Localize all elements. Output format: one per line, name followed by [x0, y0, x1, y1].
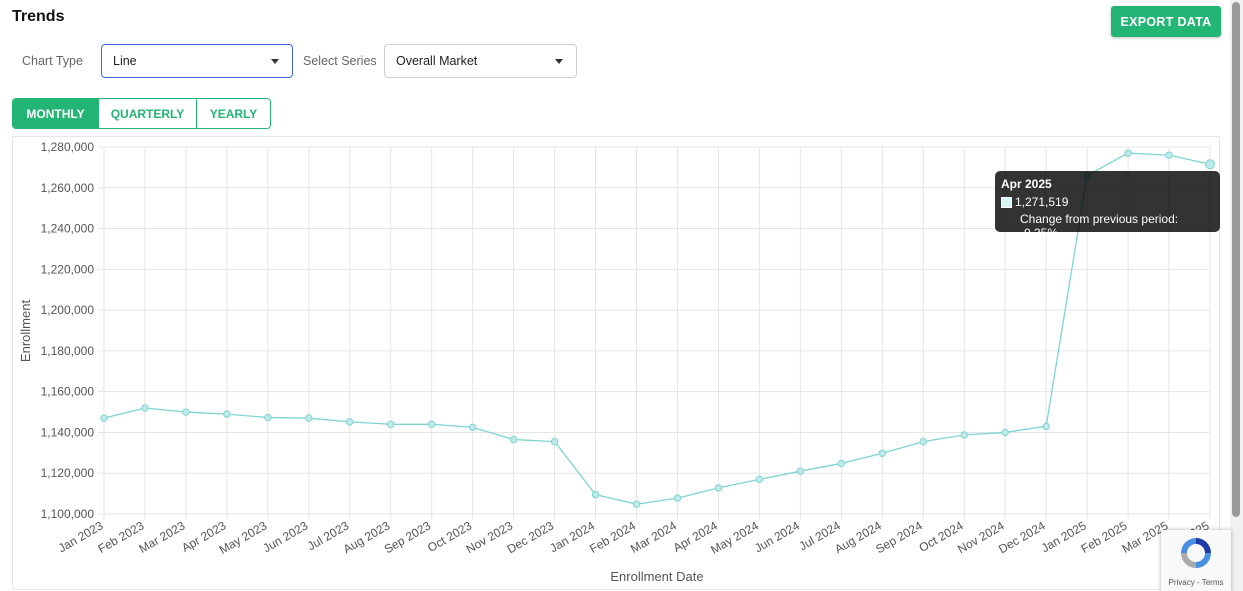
data-point[interactable] [468, 423, 477, 432]
data-point[interactable] [755, 475, 764, 484]
y-tick-label: 1,180,000 [41, 344, 95, 358]
period-toggle: MONTHLY QUARTERLY YEARLY [12, 98, 271, 129]
data-point[interactable] [100, 414, 108, 422]
yearly-button[interactable]: YEARLY [197, 99, 270, 128]
chart-container [12, 136, 1220, 590]
data-point[interactable] [182, 408, 190, 416]
page-title: Trends [12, 8, 65, 25]
x-axis-label: Enrollment Date [610, 569, 703, 584]
chevron-down-icon [271, 59, 279, 64]
data-point[interactable] [796, 467, 805, 475]
series-line [103, 152, 1211, 505]
x-tick-label: Mar 2024 [628, 518, 679, 556]
tooltip-value: 1,271,519 [1015, 195, 1069, 209]
series-value: Overall Market [396, 54, 478, 68]
y-tick-label: 1,120,000 [41, 466, 95, 480]
data-point[interactable] [837, 459, 846, 468]
recaptcha-badge[interactable]: Privacy - Terms [1161, 530, 1231, 591]
recaptcha-text: Privacy - Terms [1168, 578, 1224, 587]
data-point[interactable] [714, 484, 723, 492]
data-point[interactable] [960, 431, 968, 439]
data-point[interactable] [1124, 149, 1132, 157]
x-tick-label: Feb 2024 [587, 518, 638, 556]
data-point[interactable] [550, 437, 559, 446]
chart-type-label: Chart Type [22, 54, 83, 68]
x-tick-label: Jun 2024 [752, 518, 802, 555]
data-point[interactable] [632, 500, 641, 508]
data-point[interactable] [673, 494, 682, 502]
data-point[interactable] [919, 437, 927, 446]
chart-tooltip: Apr 2025 1,271,519 Change from previous … [995, 171, 1220, 240]
data-point[interactable] [346, 418, 354, 426]
scrollbar-thumb[interactable] [1232, 2, 1240, 517]
y-tick-label: 1,200,000 [41, 303, 95, 317]
export-data-button[interactable]: EXPORT DATA [1111, 6, 1221, 37]
y-tick-label: 1,100,000 [41, 507, 95, 521]
tooltip-value-row: 1,271,519 [1001, 195, 1214, 209]
x-tick-label: Mar 2023 [137, 518, 188, 556]
x-tick-label: May 2023 [217, 518, 270, 557]
data-point[interactable] [1205, 159, 1215, 170]
quarterly-button[interactable]: QUARTERLY [99, 99, 197, 128]
y-tick-label: 1,220,000 [41, 262, 95, 276]
y-tick-label: 1,260,000 [41, 181, 95, 195]
x-tick-label: Dec 2024 [996, 518, 1048, 556]
data-point[interactable] [878, 449, 886, 457]
x-tick-label: Feb 2023 [96, 518, 147, 556]
data-point[interactable] [264, 413, 272, 422]
data-point[interactable] [223, 410, 231, 418]
x-tick-label: Sep 2024 [873, 518, 925, 556]
x-tick-label: Feb 2025 [1079, 518, 1130, 556]
data-point[interactable] [305, 414, 313, 422]
recaptcha-icon [1181, 538, 1211, 568]
x-tick-label: Jun 2023 [261, 518, 311, 555]
y-tick-label: 1,240,000 [41, 222, 95, 236]
y-axis-label: Enrollment [18, 300, 33, 363]
data-point[interactable] [428, 420, 436, 428]
y-tick-label: 1,280,000 [41, 140, 95, 154]
x-tick-label: Dec 2023 [505, 518, 557, 556]
data-point[interactable] [387, 420, 395, 428]
data-point[interactable] [141, 404, 149, 412]
data-point[interactable] [1165, 151, 1173, 159]
y-tick-label: 1,160,000 [41, 385, 95, 399]
y-tick-label: 1,140,000 [41, 425, 95, 439]
monthly-button[interactable]: MONTHLY [13, 99, 99, 128]
data-point[interactable] [591, 490, 600, 499]
chevron-down-icon [555, 59, 563, 64]
legend-swatch [1001, 196, 1012, 208]
data-point[interactable] [1042, 422, 1050, 431]
x-tick-label: Sep 2023 [382, 518, 434, 556]
series-label: Select Series [303, 54, 377, 68]
chart-type-value: Line [113, 54, 137, 68]
data-point[interactable] [509, 435, 518, 444]
data-point[interactable] [1001, 428, 1009, 437]
tooltip-change: Change from previous period: -0.35% [1020, 212, 1179, 240]
chart-type-select[interactable]: Line [101, 44, 293, 78]
tooltip-title: Apr 2025 [1001, 177, 1052, 191]
series-select[interactable]: Overall Market [384, 44, 577, 78]
